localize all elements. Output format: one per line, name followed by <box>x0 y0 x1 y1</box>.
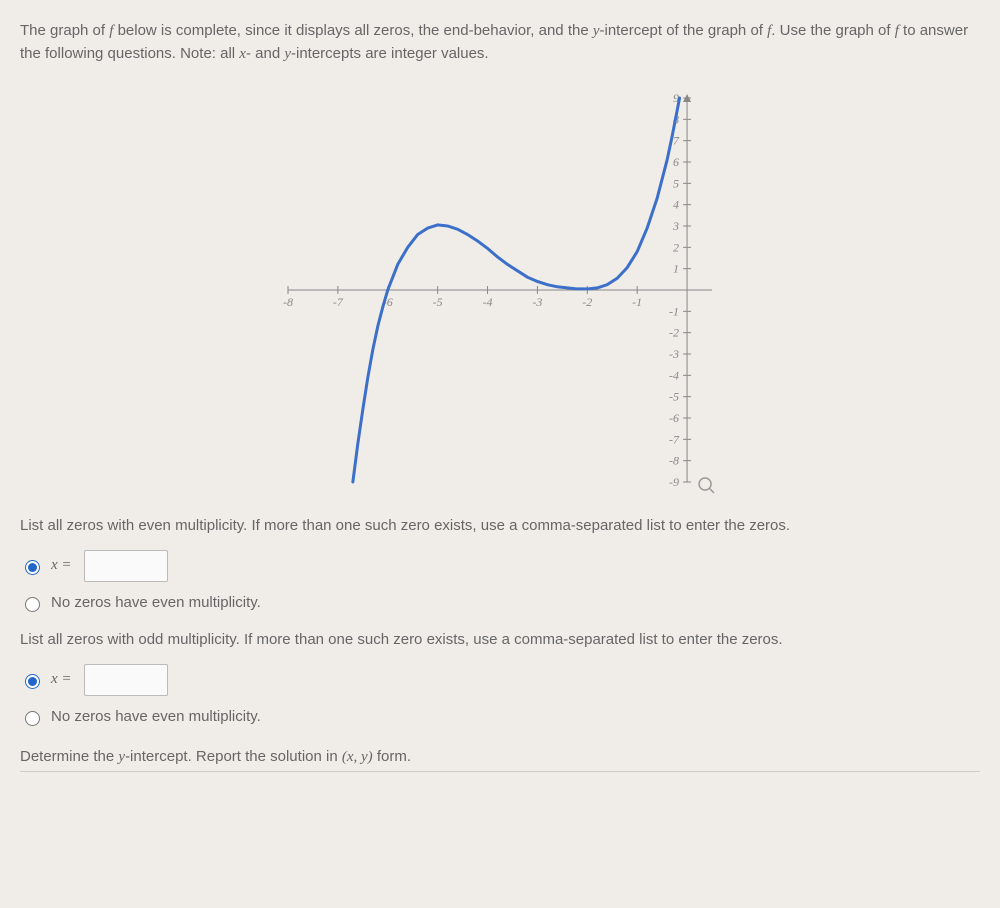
magnify-icon[interactable] <box>699 478 714 493</box>
svg-text:-3: -3 <box>532 295 542 309</box>
q2-prompt: List all zeros with odd multiplicity. If… <box>20 629 980 652</box>
svg-text:-1: -1 <box>669 304 679 318</box>
svg-text:5: 5 <box>673 176 679 190</box>
q3-prompt: Determine the y-intercept. Report the so… <box>20 746 980 772</box>
svg-text:-8: -8 <box>669 454 679 468</box>
q1-eq-label: x = <box>51 554 72 577</box>
intro-text: The graph of f below is complete, since … <box>20 20 980 65</box>
chart-container: -8-7-6-5-4-3-2-1-9-8-7-6-5-4-3-2-1123456… <box>20 80 980 500</box>
t: -intercept of the graph of <box>600 22 768 39</box>
t: y <box>284 46 291 62</box>
svg-text:6: 6 <box>673 155 679 169</box>
q2-answer-input[interactable] <box>84 664 168 696</box>
q2-option-input[interactable]: x = <box>20 664 980 696</box>
svg-text:-4: -4 <box>669 368 679 382</box>
q1-option-input[interactable]: x = <box>20 550 980 582</box>
svg-text:7: 7 <box>673 134 680 148</box>
t: -intercepts are integer values. <box>291 45 489 62</box>
q1-answer-input[interactable] <box>84 550 168 582</box>
q1-none-label: No zeros have even multiplicity. <box>51 592 261 615</box>
q1-radio-input[interactable] <box>25 560 40 575</box>
function-graph: -8-7-6-5-4-3-2-1-9-8-7-6-5-4-3-2-1123456… <box>270 80 730 500</box>
q2-radio-none[interactable] <box>25 711 40 726</box>
svg-text:4: 4 <box>673 198 679 212</box>
svg-text:-9: -9 <box>669 475 679 489</box>
t: (x, y) <box>342 749 373 765</box>
svg-text:-7: -7 <box>333 295 344 309</box>
svg-text:-6: -6 <box>669 411 679 425</box>
svg-text:-2: -2 <box>669 326 679 340</box>
svg-text:-3: -3 <box>669 347 679 361</box>
svg-text:-7: -7 <box>669 432 680 446</box>
t: form. <box>373 748 411 765</box>
t: . Use the graph of <box>771 22 894 39</box>
q2-none-label: No zeros have even multiplicity. <box>51 706 261 729</box>
t: -intercept. Report the solution in <box>125 748 342 765</box>
t: below is complete, since it displays all… <box>113 22 592 39</box>
svg-text:-8: -8 <box>283 295 293 309</box>
svg-text:-5: -5 <box>669 390 679 404</box>
svg-text:-2: -2 <box>582 295 592 309</box>
svg-text:3: 3 <box>672 219 679 233</box>
t: The graph of <box>20 22 109 39</box>
svg-text:-5: -5 <box>433 295 443 309</box>
t: y <box>593 23 600 39</box>
q1-prompt: List all zeros with even multiplicity. I… <box>20 515 980 538</box>
t: - and <box>246 45 284 62</box>
svg-text:2: 2 <box>673 240 679 254</box>
t: x <box>239 46 246 62</box>
q2-radio-input[interactable] <box>25 674 40 689</box>
t: Determine the <box>20 748 118 765</box>
q2-option-none[interactable]: No zeros have even multiplicity. <box>20 706 980 729</box>
q2-eq-label: x = <box>51 668 72 691</box>
q1-radio-none[interactable] <box>25 597 40 612</box>
svg-text:1: 1 <box>673 262 679 276</box>
svg-text:-1: -1 <box>632 295 642 309</box>
q1-option-none[interactable]: No zeros have even multiplicity. <box>20 592 980 615</box>
svg-text:-4: -4 <box>483 295 493 309</box>
